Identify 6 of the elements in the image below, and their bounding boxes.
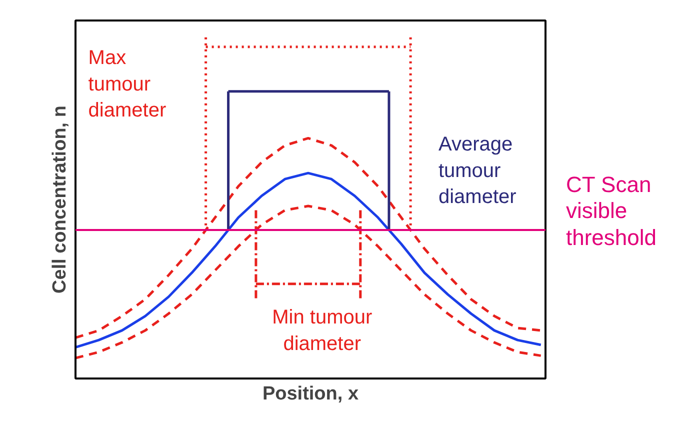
text: Max tumour diameter (88, 46, 166, 122)
annotation: Average tumour diameter (438, 133, 517, 208)
ref-line-label: CT Scan visible threshold (566, 172, 657, 252)
annotation: Min tumour diameter (272, 306, 372, 355)
y-axis-title: Cell concentration, n (50, 106, 70, 294)
x-axis-title: Position, x (262, 384, 359, 404)
